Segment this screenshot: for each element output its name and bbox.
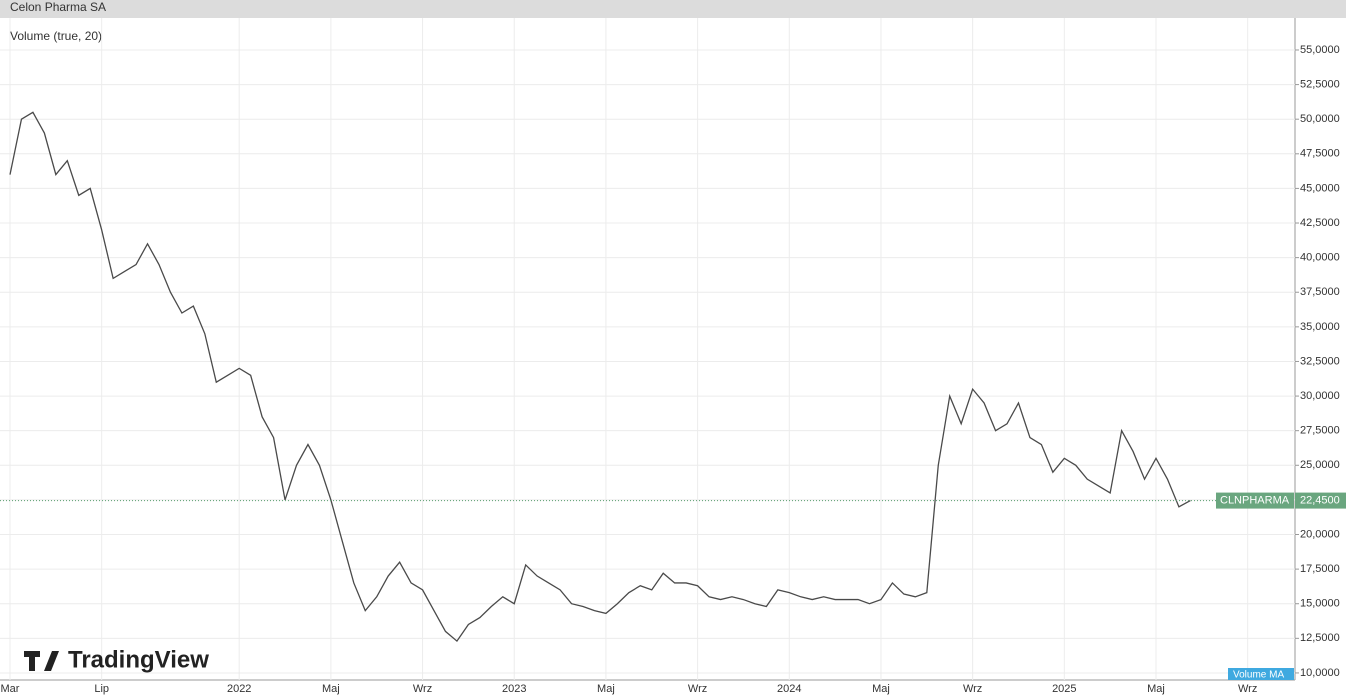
y-tick-label: 20,0000 (1300, 528, 1340, 540)
y-tick-label: 45,0000 (1300, 182, 1340, 194)
volume-ma-badge (1228, 668, 1294, 680)
y-tick-label: 52,5000 (1300, 78, 1340, 90)
header-bar (0, 0, 1346, 18)
x-tick-label: Maj (322, 683, 340, 695)
x-tick-label: Wrz (963, 683, 982, 695)
x-tick-label: 2023 (502, 683, 526, 695)
brand-logo: TradingView (68, 646, 209, 673)
y-tick-label: 25,0000 (1300, 459, 1340, 471)
y-tick-label: 10,0000 (1300, 667, 1340, 679)
price-line (9, 111, 1191, 643)
y-tick-label: 15,0000 (1300, 598, 1340, 610)
y-tick-label: 37,5000 (1300, 286, 1340, 298)
y-tick-label: 12,5000 (1300, 632, 1340, 644)
indicator-label: Volume (true, 20) (10, 29, 102, 43)
x-tick-label: Mar (1, 683, 20, 695)
y-tick-label: 40,0000 (1300, 252, 1340, 264)
chart-title: Celon Pharma SA (10, 0, 106, 14)
price-badge (1295, 492, 1346, 509)
x-tick-label: Wrz (1238, 683, 1257, 695)
symbol-label: CLNPHARMA (1220, 494, 1290, 506)
symbol-badge (1216, 492, 1294, 509)
x-tick-label: Lip (94, 683, 109, 695)
y-tick-label: 50,0000 (1300, 113, 1340, 125)
y-tick-label: 32,5000 (1300, 355, 1340, 367)
x-tick-label: Maj (872, 683, 890, 695)
y-tick-label: 30,0000 (1300, 390, 1340, 402)
y-tick-label: 27,5000 (1300, 425, 1340, 437)
volume-ma-label: Volume MA (1233, 670, 1284, 681)
price-label: 22,4500 (1300, 494, 1340, 506)
brand-icon (24, 651, 59, 671)
x-tick-label: 2025 (1052, 683, 1076, 695)
x-tick-label: Wrz (688, 683, 707, 695)
x-tick-label: Maj (1147, 683, 1165, 695)
x-tick-label: Maj (597, 683, 615, 695)
y-tick-label: 17,5000 (1300, 563, 1340, 575)
x-tick-label: 2022 (227, 683, 251, 695)
y-tick-label: 35,0000 (1300, 321, 1340, 333)
x-tick-label: Wrz (413, 683, 432, 695)
y-tick-label: 47,5000 (1300, 148, 1340, 160)
y-tick-label: 42,5000 (1300, 217, 1340, 229)
x-tick-label: 2024 (777, 683, 801, 695)
y-tick-label: 55,0000 (1300, 44, 1340, 56)
